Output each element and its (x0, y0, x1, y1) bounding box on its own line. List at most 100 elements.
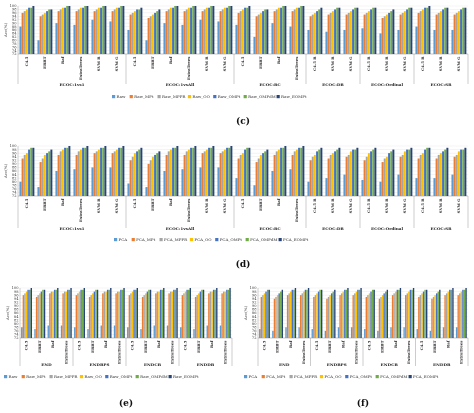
bar-pca-ompt (352, 149, 355, 196)
y-tick-label: 100 (10, 4, 18, 8)
bar-pca-ompdm (372, 149, 375, 196)
bar-raw-mpt (291, 11, 294, 55)
bar-pca-oo (368, 293, 371, 338)
x-category-label: Raf (60, 198, 65, 206)
bar-raw (19, 26, 22, 54)
bar-raw (217, 21, 220, 54)
bar-raw-ompt (226, 289, 228, 338)
bar-raw-ompdm (444, 7, 447, 55)
y-tick-label: 80 (12, 38, 17, 42)
bar-pca-mppr (301, 293, 303, 338)
bar-raw-mppr (183, 293, 185, 338)
group-label: ECOC:Ordinal (371, 226, 403, 231)
bar-pca-mppr (455, 154, 458, 196)
x-category-label: Raf (393, 340, 398, 348)
x-category-label: ERBT (150, 198, 155, 210)
bar-raw-ompdm (214, 289, 216, 338)
bar-raw-mppr (401, 12, 404, 54)
bar-pca-ompt (265, 291, 267, 338)
legend-swatch (408, 375, 412, 379)
bar-pca-mpt (313, 296, 315, 338)
bar-raw-mpt (309, 16, 312, 54)
x-category-label: Raf (276, 198, 281, 206)
bar-raw-oo (198, 293, 200, 338)
bar-raw-oo (78, 291, 81, 338)
bar-raw-ompdm (95, 289, 97, 338)
legend-swatch (276, 95, 280, 99)
bar-raw (127, 327, 129, 338)
bar-pca (442, 327, 445, 338)
group-label: ECOC:RC (259, 226, 281, 231)
bar-pca (390, 327, 392, 338)
bar-raw-mpt (273, 11, 276, 55)
bar-pca-oo (43, 154, 46, 196)
bar-raw-oo (118, 291, 120, 338)
y-tick-label: 82 (12, 35, 17, 39)
x-category-label: SVM G (222, 198, 227, 213)
bar-pca-oo (447, 291, 449, 338)
x-category-label: C4.5 (132, 198, 137, 208)
bar-pca (415, 178, 418, 196)
bar-pca-mpt (431, 298, 433, 338)
bar-pca-mppr (275, 151, 278, 196)
x-category-label: SVM G (456, 56, 461, 71)
bar-raw-mppr (167, 9, 170, 54)
group-label: ECOC:1vs1 (59, 226, 84, 231)
bar-raw-eompt (96, 289, 99, 338)
bar-raw-ompt (106, 289, 109, 338)
bar-pca-oo (408, 291, 410, 338)
bar-raw-eompt (248, 6, 251, 54)
y-tick-label: 80 (252, 322, 257, 326)
x-category-label: SVM R (96, 56, 101, 71)
bar-raw-ompdm (148, 289, 150, 338)
x-category-label: ExtraTrees (222, 340, 227, 364)
bar-pca (361, 179, 364, 196)
legend-label: Raw_MPPR (54, 374, 78, 379)
y-tick-label: 96 (12, 11, 17, 15)
bar-raw (55, 23, 58, 54)
bar-pca-ompt (226, 147, 229, 196)
bar-pca-mpt (391, 295, 394, 338)
bar-raw-ompt (133, 289, 135, 338)
bar-raw-eompt (32, 6, 35, 54)
bar-raw-mppr (143, 295, 145, 338)
bar-pca-ompt (462, 289, 464, 338)
y-tick-label: 94 (14, 297, 19, 301)
x-category-label: ExtraTrees (301, 340, 306, 364)
bar-raw (235, 24, 238, 54)
legend-label: PCA_OO (324, 374, 342, 379)
x-category-label: Raf (50, 340, 55, 348)
bar-raw-oo (211, 291, 213, 338)
bar-raw-ompdm (282, 6, 285, 54)
x-category-label: C4.5 R (312, 56, 317, 71)
bar-raw (451, 30, 454, 54)
y-tick-label: 90 (14, 304, 19, 308)
bar-raw-ompdm (174, 6, 177, 54)
bar-pca (455, 327, 458, 338)
bar-pca (19, 181, 22, 196)
x-category-label: Raf (168, 198, 173, 206)
bar-raw-mpt (49, 293, 51, 338)
group-label: ENDDB (197, 362, 215, 367)
bar-raw-mppr (329, 12, 332, 54)
bar-pca-ompt (422, 291, 425, 338)
bar-pca-oo (329, 295, 331, 338)
bar-raw-mppr (90, 295, 92, 338)
group-label: ENDCB (144, 362, 162, 367)
bar-pca-ompdm (462, 149, 465, 196)
x-category-label: ExtraTrees (186, 56, 191, 80)
bar-pca-mpt (365, 296, 368, 338)
bar-pca-oo (421, 293, 423, 338)
bar-raw (415, 26, 418, 54)
bar-raw-ompt (212, 289, 215, 338)
y-axis-label: Acc(%) (5, 305, 10, 321)
y-axis-label: Acc(%) (3, 22, 8, 38)
legend-swatch (319, 375, 324, 379)
bar-pca-ompdm (318, 149, 321, 196)
y-axis-label: Acc(%) (243, 305, 248, 321)
bar-pca-ompt (190, 147, 193, 196)
bar-pca-ompdm (385, 291, 387, 338)
bar-raw-oo (403, 11, 406, 55)
bar-pca-eompt (464, 147, 467, 196)
bar-raw-eompt (189, 288, 191, 338)
